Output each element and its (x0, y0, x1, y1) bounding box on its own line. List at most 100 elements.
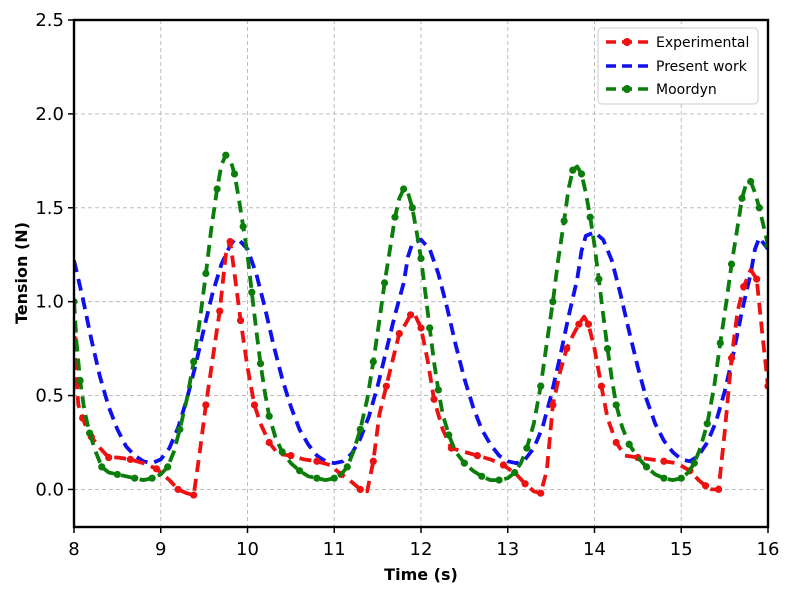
series-layer (74, 151, 768, 499)
series-line-present-work (74, 230, 768, 466)
point-experimental (356, 485, 364, 494)
point-experimental (597, 382, 606, 390)
axis-ticks: 8 9 10 11 12 13 14 15 16 0.0 0.5 1.0 1.5 2.0 2.5 (35, 10, 779, 560)
point-experimental (105, 453, 113, 462)
point-moordyn (569, 166, 577, 174)
point-moordyn (612, 401, 620, 409)
point-experimental (549, 401, 557, 409)
point-moordyn (330, 474, 338, 482)
series-line-experimental (74, 239, 768, 498)
point-moordyn (213, 185, 221, 193)
point-experimental (575, 320, 583, 328)
point-moordyn (660, 474, 668, 482)
legend-label-experimental: Experimental (656, 35, 749, 51)
point-experimental (382, 382, 390, 390)
point-moordyn (343, 463, 351, 471)
x-axis-label: Time (s) (384, 565, 458, 584)
point-moordyn (690, 459, 698, 467)
point-experimental (753, 275, 761, 283)
point-moordyn (445, 431, 453, 439)
point-moordyn (727, 260, 736, 268)
point-experimental (202, 401, 210, 409)
point-experimental (499, 461, 508, 469)
point-experimental (406, 311, 415, 319)
point-moordyn (677, 474, 685, 482)
x-tick-label: 12 (410, 539, 433, 560)
point-moordyn (380, 279, 389, 287)
point-experimental (265, 438, 273, 447)
point-moordyn (86, 429, 94, 437)
point-moordyn (478, 472, 486, 480)
point-moordyn (400, 185, 408, 193)
point-moordyn (511, 468, 519, 477)
point-moordyn (703, 420, 711, 428)
point-moordyn (495, 476, 503, 484)
point-moordyn (560, 217, 568, 225)
point-moordyn (265, 412, 273, 420)
point-moordyn (76, 376, 84, 385)
point-experimental (152, 465, 161, 473)
point-experimental (740, 283, 748, 291)
point-moordyn (417, 254, 425, 263)
point-moordyn (164, 463, 172, 471)
point-experimental (714, 485, 723, 494)
point-experimental (584, 320, 593, 328)
point-moordyn (523, 444, 531, 452)
x-tick-label: 8 (68, 539, 79, 560)
y-axis-label: Tension (N) (12, 222, 31, 324)
y-tick-label: 2.5 (35, 10, 64, 31)
point-experimental (313, 457, 321, 465)
legend-marker-moordyn (623, 85, 631, 93)
point-experimental (727, 354, 736, 362)
point-moordyn (747, 177, 755, 186)
point-moordyn (716, 339, 724, 347)
point-moordyn (295, 467, 304, 475)
point-experimental (369, 457, 377, 465)
x-tick-label: 13 (496, 539, 519, 560)
point-experimental (660, 457, 668, 465)
point-moordyn (230, 170, 239, 178)
point-moordyn (131, 474, 139, 482)
point-moordyn (603, 345, 612, 353)
point-experimental (701, 482, 710, 490)
point-experimental (521, 480, 529, 488)
point-experimental (216, 307, 224, 315)
x-tick-label: 14 (583, 539, 606, 560)
point-experimental (430, 395, 438, 403)
point-moordyn (222, 151, 230, 159)
point-moordyn (356, 425, 364, 433)
point-moordyn (426, 324, 434, 332)
x-tick-label: 10 (236, 539, 259, 560)
point-experimental (250, 401, 259, 409)
y-tick-label: 1.5 (35, 198, 64, 219)
point-moordyn (148, 474, 156, 482)
point-moordyn (202, 269, 210, 278)
legend: Experimental Present work Moordyn (597, 27, 759, 105)
point-moordyn (369, 358, 377, 366)
point-moordyn (278, 448, 286, 456)
point-moordyn (408, 204, 416, 212)
point-experimental (287, 452, 295, 460)
point-moordyn (738, 194, 746, 202)
point-moordyn (586, 213, 594, 221)
x-tick-label: 15 (670, 539, 693, 560)
point-moordyn (577, 170, 586, 178)
x-tick-label: 16 (757, 539, 780, 560)
y-tick-label: 0.5 (35, 386, 64, 407)
point-moordyn (549, 298, 557, 306)
y-tick-label: 0.0 (35, 479, 64, 500)
point-moordyn (98, 463, 106, 471)
point-moordyn (755, 204, 763, 212)
point-moordyn (239, 222, 247, 231)
point-moordyn (642, 463, 651, 471)
point-experimental (126, 455, 134, 463)
point-experimental (417, 324, 425, 332)
point-moordyn (176, 425, 184, 433)
point-moordyn (460, 459, 468, 467)
point-experimental (226, 237, 234, 246)
point-experimental (612, 438, 620, 447)
x-tick-label: 9 (155, 539, 166, 560)
point-experimental (190, 491, 198, 499)
point-experimental (236, 316, 245, 325)
